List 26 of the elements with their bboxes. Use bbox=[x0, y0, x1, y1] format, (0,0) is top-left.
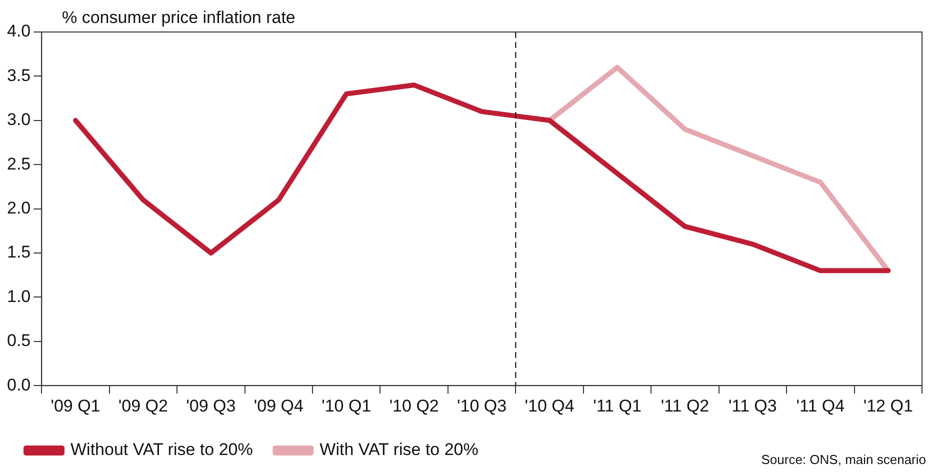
y-tick-label: 0.5 bbox=[6, 331, 31, 350]
y-tick-label: 2.5 bbox=[6, 154, 31, 174]
x-tick-label: '11 Q1 bbox=[593, 396, 642, 416]
y-tick-label: 1.5 bbox=[6, 242, 31, 262]
x-tick-label: '10 Q1 bbox=[322, 396, 372, 416]
x-tick-label: '09 Q1 bbox=[50, 396, 100, 416]
x-tick-label: '09 Q4 bbox=[254, 396, 304, 416]
x-tick-label: '11 Q4 bbox=[796, 396, 845, 416]
y-tick-label: 3.0 bbox=[6, 110, 31, 130]
x-tick-label: '12 Q1 bbox=[863, 396, 913, 416]
x-tick-label: '11 Q3 bbox=[728, 396, 777, 416]
source-note: Source: ONS, main scenario bbox=[761, 452, 926, 467]
x-tick-label: '10 Q3 bbox=[457, 396, 507, 416]
y-axis-title: % consumer price inflation rate bbox=[62, 8, 296, 28]
x-tick-label: '09 Q2 bbox=[118, 396, 168, 416]
y-tick-label: 2.0 bbox=[6, 198, 31, 218]
legend-label: Without VAT rise to 20% bbox=[70, 440, 253, 460]
y-tick-label: 1.0 bbox=[6, 286, 31, 306]
x-tick-label: '10 Q4 bbox=[524, 396, 574, 416]
y-tick-label: 0.0 bbox=[6, 375, 31, 394]
x-tick-label: '11 Q2 bbox=[660, 396, 710, 416]
y-tick-label: 3.5 bbox=[6, 66, 31, 85]
legend-label: With VAT rise to 20% bbox=[320, 440, 478, 460]
x-tick-label: '10 Q2 bbox=[389, 396, 439, 416]
x-tick-label: '09 Q3 bbox=[186, 396, 236, 416]
y-tick-label: 4.0 bbox=[6, 22, 31, 41]
